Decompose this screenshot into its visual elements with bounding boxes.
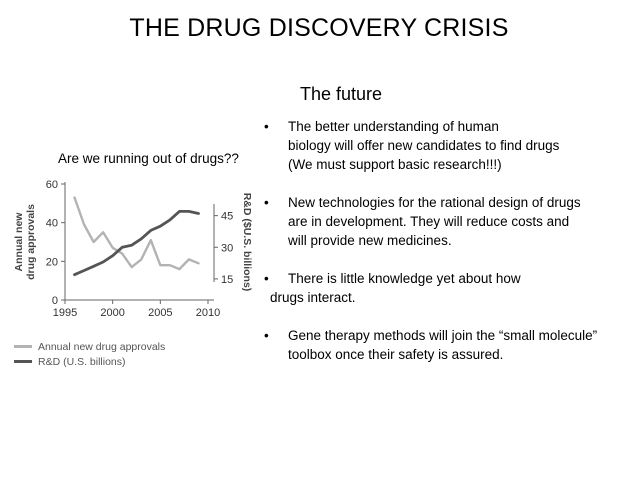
bullet-dot-icon: • (264, 195, 269, 210)
x-tick-label: 2010 (196, 307, 220, 319)
left-tick-label: 40 (46, 218, 58, 230)
bullet-line: (We must support basic research!!!) (288, 157, 502, 172)
x-tick-label: 2005 (148, 307, 172, 319)
series-line-approvals (73, 196, 200, 271)
x-tick-label: 1995 (53, 307, 77, 319)
bullet-line: are in development. They will reduce cos… (288, 214, 570, 229)
bullet-dot-icon: • (264, 328, 269, 343)
left-axis-title: drug approvals (25, 204, 37, 280)
legend-label: Annual new drug approvals (38, 340, 166, 353)
chart-legend: Annual new drug approvals R&D (U.S. bill… (14, 339, 165, 369)
bullet-line: biology will offer new candidates to fin… (288, 138, 560, 153)
right-tick-label: 15 (221, 274, 233, 286)
bullet-dot-icon: • (264, 119, 269, 134)
legend-swatch-approvals (14, 345, 32, 348)
right-tick-label: 30 (221, 242, 233, 254)
drug-chart: 0 20 40 60 15 30 45 1995 2000 2005 2010 Annual new d… (13, 179, 252, 319)
legend-item-rnd: R&D (U.S. billions) (14, 354, 165, 369)
bullet-item: • The better understanding of human biol… (262, 117, 634, 174)
bullet-item: • Gene therapy methods will join the “sm… (262, 326, 634, 364)
bullet-dot-icon: • (264, 271, 269, 286)
slide-subtitle: The future (300, 84, 383, 104)
bullet-item: • New technologies for the rational desi… (262, 193, 634, 250)
legend-item-approvals: Annual new drug approvals (14, 339, 165, 354)
left-tick-label: 60 (46, 179, 58, 191)
bullet-list: • The better understanding of human biol… (262, 117, 634, 383)
left-axis-title: Annual new (13, 212, 25, 272)
bullet-line: The better understanding of human (288, 119, 499, 134)
bullet-line: drugs interact. (270, 290, 356, 305)
right-tick-label: 45 (221, 211, 233, 223)
bullet-line: toolbox once their safety is assured. (288, 347, 504, 362)
question-text: Are we running out of drugs?? (58, 151, 239, 166)
slide-title: THE DRUG DISCOVERY CRISIS (129, 14, 509, 42)
series-line-rnd (73, 210, 200, 277)
x-tick-label: 2000 (100, 307, 124, 319)
legend-swatch-rnd (14, 360, 32, 363)
left-tick-label: 20 (46, 256, 58, 268)
legend-label: R&D (U.S. billions) (38, 355, 126, 368)
left-tick-label: 0 (52, 295, 58, 307)
bullet-line: Gene therapy methods will join the “smal… (288, 328, 598, 343)
bullet-item: • There is little knowledge yet about ho… (262, 269, 634, 307)
bullet-line: There is little knowledge yet about how (288, 271, 521, 286)
bullet-line: New technologies for the rational design… (288, 195, 581, 210)
bullet-line: will provide new medicines. (288, 233, 452, 248)
right-axis-title: R&D ($U.S. billions) (241, 193, 252, 292)
